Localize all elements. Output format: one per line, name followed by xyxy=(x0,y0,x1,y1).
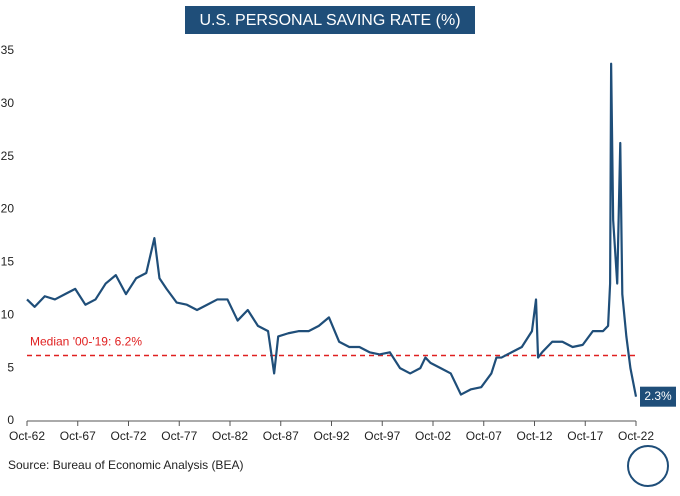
x-tick-label: Oct-67 xyxy=(60,429,96,443)
x-tick-label: Oct-17 xyxy=(567,429,603,443)
y-tick-label: 10 xyxy=(1,307,15,321)
median-label: Median '00-'19: 6.2% xyxy=(30,335,142,349)
x-tick-label: Oct-07 xyxy=(466,429,502,443)
y-tick-label: 35 xyxy=(1,43,15,57)
x-tick-label: Oct-72 xyxy=(110,429,146,443)
y-tick-label: 25 xyxy=(1,149,15,163)
x-tick-label: Oct-02 xyxy=(415,429,451,443)
x-tick-label: Oct-92 xyxy=(313,429,349,443)
y-tick-label: 15 xyxy=(1,255,15,269)
y-tick-label: 30 xyxy=(1,96,15,110)
chart-title: U.S. PERSONAL SAVING RATE (%) xyxy=(199,12,460,29)
x-tick-label: Oct-77 xyxy=(161,429,197,443)
title-box xyxy=(185,6,475,34)
logo xyxy=(627,445,669,487)
y-tick-label: 0 xyxy=(7,413,14,427)
end-label-box xyxy=(640,386,676,407)
x-tick-label: Oct-12 xyxy=(516,429,552,443)
end-label: 2.3% xyxy=(644,389,672,403)
y-tick-label: 5 xyxy=(7,360,14,374)
x-tick-label: Oct-62 xyxy=(9,429,45,443)
x-tick-label: Oct-97 xyxy=(364,429,400,443)
x-tick-label: Oct-22 xyxy=(618,429,654,443)
line xyxy=(26,62,638,397)
x-tick-label: Oct-82 xyxy=(212,429,248,443)
x-tick-label: Oct-87 xyxy=(263,429,299,443)
source: Source: Bureau of Economic Analysis (BEA… xyxy=(8,458,243,472)
y-tick-label: 20 xyxy=(1,202,15,216)
